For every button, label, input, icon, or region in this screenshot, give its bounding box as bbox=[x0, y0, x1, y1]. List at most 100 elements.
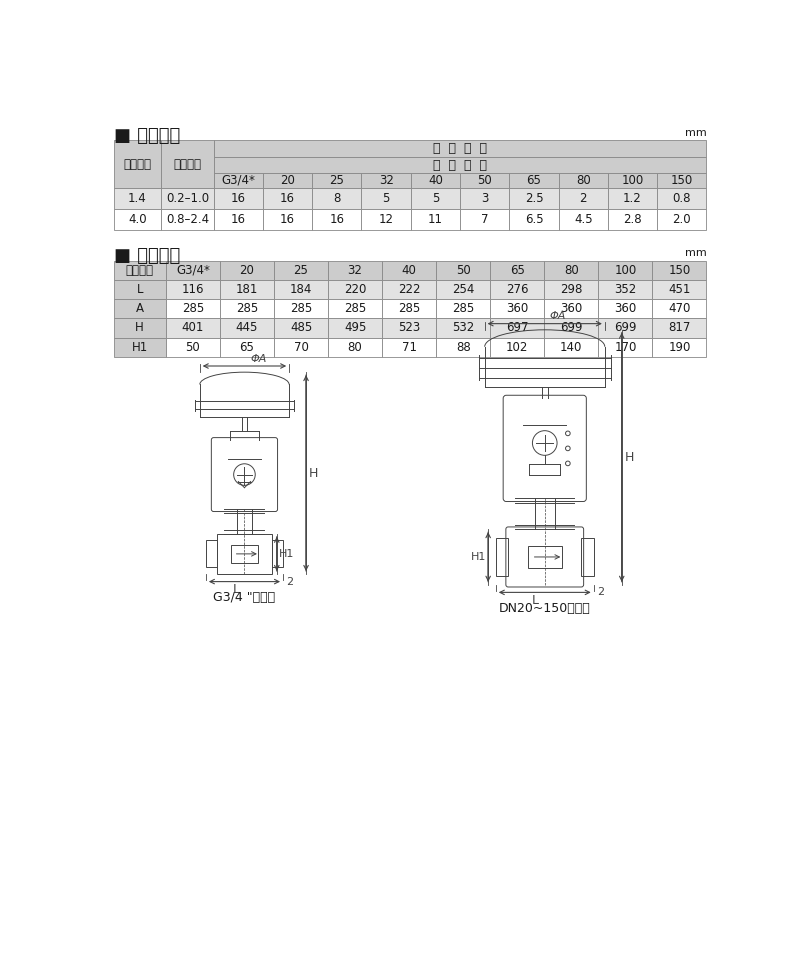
Text: 0.8: 0.8 bbox=[673, 192, 691, 205]
Text: DN20~150整体式: DN20~150整体式 bbox=[499, 602, 590, 615]
Text: 451: 451 bbox=[668, 283, 690, 296]
Bar bbox=[436, 260, 490, 280]
Text: 116: 116 bbox=[182, 283, 204, 296]
Bar bbox=[328, 318, 382, 338]
Bar bbox=[652, 338, 706, 356]
Bar bbox=[436, 338, 490, 356]
Text: 16: 16 bbox=[230, 192, 246, 205]
Text: 70: 70 bbox=[294, 341, 309, 353]
Text: 40: 40 bbox=[428, 174, 443, 187]
Text: 184: 184 bbox=[290, 283, 312, 296]
Bar bbox=[362, 188, 410, 209]
Bar bbox=[652, 299, 706, 318]
Bar bbox=[206, 541, 217, 567]
Bar bbox=[657, 173, 706, 188]
Text: 181: 181 bbox=[236, 283, 258, 296]
Bar bbox=[114, 209, 162, 230]
Text: 220: 220 bbox=[344, 283, 366, 296]
Text: 401: 401 bbox=[182, 321, 204, 334]
Bar bbox=[544, 299, 598, 318]
Bar bbox=[166, 338, 220, 356]
Bar bbox=[214, 173, 263, 188]
Bar bbox=[490, 260, 544, 280]
Bar bbox=[410, 188, 460, 209]
Text: 32: 32 bbox=[378, 174, 394, 187]
Bar bbox=[220, 318, 274, 338]
Bar bbox=[220, 299, 274, 318]
Text: L: L bbox=[532, 594, 539, 607]
Text: 100: 100 bbox=[622, 174, 644, 187]
Text: 222: 222 bbox=[398, 283, 421, 296]
Bar bbox=[166, 318, 220, 338]
Text: 150: 150 bbox=[670, 174, 693, 187]
Bar bbox=[382, 260, 436, 280]
Text: 公  称  通  径: 公 称 通 径 bbox=[433, 158, 487, 172]
Bar bbox=[436, 318, 490, 338]
Bar bbox=[162, 209, 214, 230]
Text: H1: H1 bbox=[470, 552, 486, 562]
Bar bbox=[460, 188, 510, 209]
Bar bbox=[312, 173, 362, 188]
Text: 190: 190 bbox=[668, 341, 690, 353]
Bar bbox=[114, 299, 166, 318]
Text: 16: 16 bbox=[330, 213, 344, 226]
Text: G3/4 "整体式: G3/4 "整体式 bbox=[214, 590, 275, 604]
Text: G3/4*: G3/4* bbox=[176, 264, 210, 277]
Bar bbox=[528, 546, 562, 568]
Text: L: L bbox=[234, 584, 240, 596]
Bar bbox=[263, 173, 312, 188]
Text: 523: 523 bbox=[398, 321, 420, 334]
Text: 40: 40 bbox=[402, 264, 417, 277]
Text: 2.8: 2.8 bbox=[623, 213, 642, 226]
Text: 65: 65 bbox=[510, 264, 525, 277]
Text: 80: 80 bbox=[576, 174, 590, 187]
Bar bbox=[312, 188, 362, 209]
Bar bbox=[274, 260, 328, 280]
Bar bbox=[362, 173, 410, 188]
Text: 2: 2 bbox=[597, 587, 604, 597]
Bar bbox=[436, 299, 490, 318]
Bar bbox=[382, 299, 436, 318]
Text: 20: 20 bbox=[239, 264, 254, 277]
Bar bbox=[558, 188, 608, 209]
Bar bbox=[544, 318, 598, 338]
Text: 6.5: 6.5 bbox=[525, 213, 543, 226]
Bar bbox=[608, 188, 657, 209]
Bar bbox=[460, 209, 510, 230]
Text: mm: mm bbox=[685, 249, 706, 258]
Bar bbox=[608, 173, 657, 188]
Text: 2.0: 2.0 bbox=[673, 213, 691, 226]
Text: 20: 20 bbox=[280, 174, 295, 187]
Bar bbox=[214, 141, 706, 157]
Text: 50: 50 bbox=[456, 264, 470, 277]
Bar bbox=[274, 318, 328, 338]
Text: 1.4: 1.4 bbox=[128, 192, 146, 205]
Text: ΦA: ΦA bbox=[550, 312, 566, 321]
Bar bbox=[490, 338, 544, 356]
Text: 352: 352 bbox=[614, 283, 637, 296]
Text: H: H bbox=[625, 451, 634, 464]
Text: 4.0: 4.0 bbox=[128, 213, 146, 226]
Text: 50: 50 bbox=[478, 174, 492, 187]
Bar bbox=[490, 299, 544, 318]
Text: H1: H1 bbox=[279, 549, 294, 559]
Text: 470: 470 bbox=[668, 302, 690, 316]
Text: ■ 允许压差: ■ 允许压差 bbox=[114, 126, 180, 145]
Bar bbox=[220, 260, 274, 280]
Bar bbox=[558, 173, 608, 188]
Bar bbox=[652, 260, 706, 280]
Text: 25: 25 bbox=[294, 264, 309, 277]
Bar bbox=[490, 280, 544, 299]
Bar bbox=[220, 280, 274, 299]
Text: ΦA: ΦA bbox=[250, 353, 267, 364]
Text: 697: 697 bbox=[506, 321, 529, 334]
Text: 445: 445 bbox=[236, 321, 258, 334]
Bar bbox=[114, 188, 162, 209]
Text: 2: 2 bbox=[286, 577, 293, 586]
Text: H: H bbox=[135, 321, 144, 334]
Text: G3/4*: G3/4* bbox=[222, 174, 255, 187]
Text: H1: H1 bbox=[132, 341, 148, 353]
Bar bbox=[490, 318, 544, 338]
Bar bbox=[544, 280, 598, 299]
Text: 485: 485 bbox=[290, 321, 312, 334]
